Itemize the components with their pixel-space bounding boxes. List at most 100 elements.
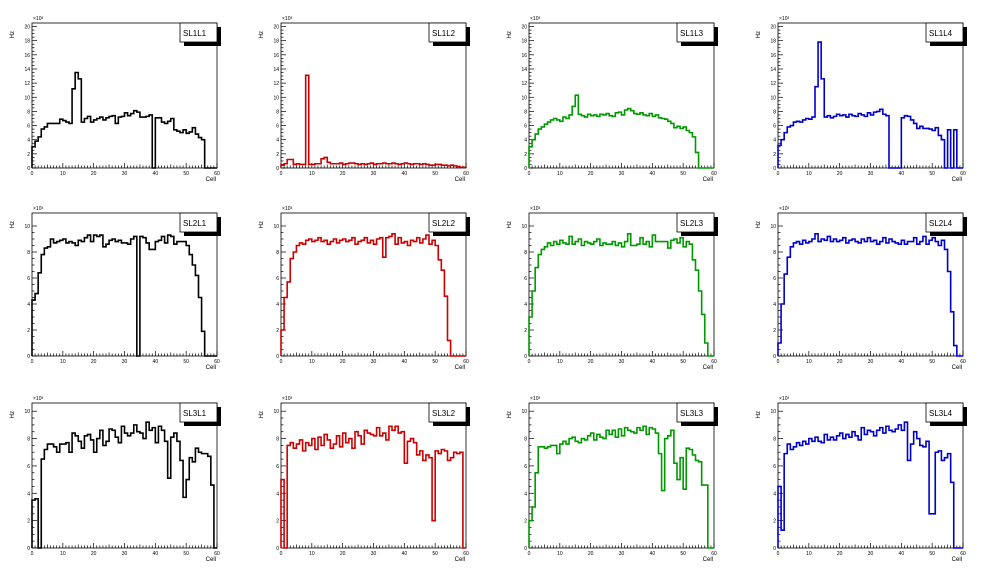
y-exponent-label: ×10³ [530, 396, 540, 402]
y-tick-label: 8 [524, 437, 527, 443]
x-tick-label: 60 [463, 551, 469, 557]
y-tick-label: 16 [24, 53, 30, 59]
y-tick-label: 6 [276, 276, 279, 282]
y-tick-label: 0 [27, 166, 30, 172]
y-tick-label: 8 [27, 250, 30, 256]
histogram-title: SL3L3 [680, 409, 704, 418]
y-exponent-label: ×10³ [33, 396, 43, 402]
x-tick-label: 20 [91, 359, 97, 365]
y-tick-label: 4 [276, 138, 279, 144]
legend-box [428, 22, 467, 43]
plot-frame [777, 22, 964, 169]
y-axis-label: Hz [507, 31, 513, 38]
x-tick-label: 40 [899, 359, 905, 365]
x-tick-label: 10 [309, 359, 315, 365]
legend-box [925, 22, 964, 43]
y-tick-label: 6 [773, 276, 776, 282]
x-tick-label: 40 [153, 171, 159, 177]
y-tick-label: 16 [273, 53, 279, 59]
histogram-title: SL3L1 [183, 409, 207, 418]
y-tick-label: 8 [773, 437, 776, 443]
y-tick-label: 8 [773, 250, 776, 256]
y-tick-label: 2 [524, 519, 527, 525]
x-tick-label: 40 [402, 551, 408, 557]
x-tick-label: 20 [588, 359, 594, 365]
legend-box [428, 402, 467, 423]
y-tick-label: 6 [276, 464, 279, 470]
y-tick-label: 2 [27, 152, 30, 158]
y-exponent-label: ×10³ [282, 396, 292, 402]
x-tick-label: 0 [280, 359, 283, 365]
y-tick-label: 6 [524, 276, 527, 282]
histogram-title: SL2L1 [183, 219, 207, 228]
x-tick-label: 30 [371, 171, 377, 177]
y-exponent-label: ×10³ [530, 206, 540, 212]
y-tick-label: 10 [770, 95, 776, 101]
x-tick-label: 10 [806, 359, 812, 365]
y-exponent-label: ×10³ [779, 396, 789, 402]
y-tick-label: 8 [524, 250, 527, 256]
y-tick-label: 8 [276, 109, 279, 115]
histogram-line [31, 421, 217, 549]
x-tick-label: 20 [340, 551, 346, 557]
y-tick-label: 6 [773, 124, 776, 130]
y-tick-label: 10 [24, 224, 30, 230]
y-tick-label: 4 [27, 138, 30, 144]
y-tick-label: 10 [273, 409, 279, 415]
x-axis-label: Cell [455, 177, 465, 183]
x-tick-label: 60 [711, 171, 717, 177]
y-axis-label: Hz [10, 221, 16, 228]
y-tick-label: 12 [521, 81, 527, 87]
x-tick-label: 30 [868, 551, 874, 557]
x-tick-label: 20 [340, 359, 346, 365]
y-tick-label: 6 [27, 124, 30, 130]
y-tick-label: 20 [521, 25, 527, 31]
x-tick-label: 20 [588, 551, 594, 557]
y-tick-label: 2 [276, 328, 279, 334]
histogram-line [31, 234, 217, 357]
x-tick-label: 20 [837, 171, 843, 177]
y-tick-label: 20 [24, 25, 30, 31]
y-axis-label: Hz [756, 221, 762, 228]
y-exponent-label: ×10³ [779, 16, 789, 22]
y-tick-label: 4 [524, 138, 527, 144]
x-tick-label: 40 [650, 551, 656, 557]
x-tick-label: 50 [432, 551, 438, 557]
x-tick-label: 10 [806, 551, 812, 557]
plot-frame [528, 212, 715, 357]
legend-box [179, 212, 218, 233]
x-tick-label: 40 [153, 359, 159, 365]
y-tick-label: 8 [276, 250, 279, 256]
y-tick-label: 2 [276, 152, 279, 158]
plot-frame [280, 22, 467, 169]
legend-box [179, 402, 218, 423]
y-tick-label: 8 [27, 109, 30, 115]
y-tick-label: 4 [773, 302, 776, 308]
y-tick-label: 0 [773, 546, 776, 552]
y-tick-label: 20 [770, 25, 776, 31]
x-tick-label: 0 [528, 171, 531, 177]
y-exponent-label: ×10³ [530, 16, 540, 22]
y-tick-label: 0 [524, 166, 527, 172]
x-tick-label: 50 [680, 551, 686, 557]
x-tick-label: 30 [619, 359, 625, 365]
x-tick-label: 50 [183, 171, 189, 177]
x-tick-label: 30 [122, 359, 128, 365]
y-tick-label: 16 [521, 53, 527, 59]
x-tick-label: 0 [280, 551, 283, 557]
y-tick-label: 6 [27, 464, 30, 470]
y-tick-label: 6 [27, 276, 30, 282]
y-tick-label: 0 [773, 354, 776, 360]
y-tick-label: 10 [521, 224, 527, 230]
x-tick-label: 20 [837, 359, 843, 365]
x-tick-label: 60 [711, 551, 717, 557]
x-axis-label: Cell [703, 365, 713, 371]
y-axis-label: Hz [259, 411, 265, 418]
x-tick-label: 30 [122, 551, 128, 557]
y-tick-label: 12 [770, 81, 776, 87]
